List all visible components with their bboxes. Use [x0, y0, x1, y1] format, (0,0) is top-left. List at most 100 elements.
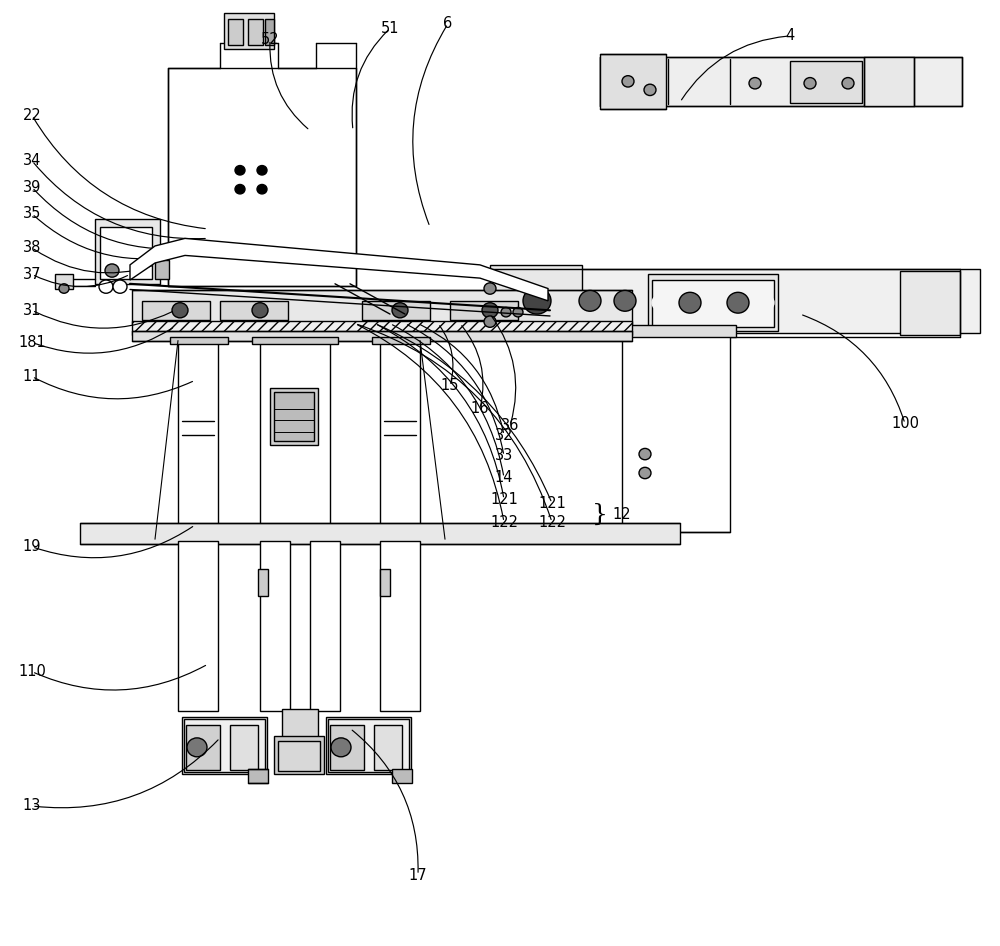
- Circle shape: [331, 738, 351, 757]
- Circle shape: [749, 78, 761, 89]
- Circle shape: [257, 184, 267, 194]
- Bar: [142, 301, 210, 320]
- Text: 100: 100: [891, 416, 919, 431]
- Circle shape: [679, 292, 701, 313]
- Text: 15: 15: [441, 378, 459, 394]
- Text: 34: 34: [23, 153, 41, 168]
- Text: 122: 122: [538, 515, 566, 530]
- Text: 6: 6: [443, 16, 453, 31]
- Bar: [374, 725, 402, 770]
- Bar: [372, 337, 430, 344]
- Bar: [186, 725, 220, 770]
- Text: 19: 19: [23, 539, 41, 554]
- Bar: [310, 541, 340, 711]
- Text: 122: 122: [490, 515, 518, 530]
- Text: 51: 51: [381, 21, 399, 36]
- Bar: [380, 541, 420, 711]
- Bar: [864, 57, 914, 106]
- Circle shape: [639, 448, 651, 460]
- Text: 35: 35: [23, 206, 41, 221]
- Circle shape: [614, 290, 636, 311]
- Text: 38: 38: [23, 240, 41, 255]
- Bar: [258, 569, 268, 596]
- Bar: [260, 541, 290, 711]
- Bar: [380, 341, 420, 530]
- Bar: [790, 61, 862, 103]
- Bar: [260, 341, 330, 530]
- Text: 4: 4: [785, 28, 795, 44]
- Bar: [490, 269, 980, 333]
- Bar: [95, 219, 160, 284]
- Circle shape: [113, 280, 127, 293]
- Circle shape: [59, 284, 69, 293]
- Text: 121: 121: [490, 492, 518, 507]
- Text: 36: 36: [501, 418, 519, 433]
- Bar: [228, 19, 243, 45]
- Text: 11: 11: [23, 369, 41, 384]
- Circle shape: [257, 166, 267, 175]
- Bar: [182, 717, 267, 774]
- Text: 13: 13: [23, 798, 41, 814]
- Circle shape: [392, 303, 408, 318]
- Circle shape: [804, 78, 816, 89]
- Circle shape: [758, 295, 774, 310]
- Bar: [220, 301, 288, 320]
- Bar: [178, 541, 218, 711]
- Bar: [330, 725, 364, 770]
- Bar: [170, 337, 228, 344]
- Circle shape: [484, 316, 496, 327]
- Circle shape: [235, 184, 245, 194]
- Bar: [652, 280, 774, 327]
- Bar: [248, 19, 263, 45]
- Circle shape: [187, 738, 207, 757]
- Bar: [278, 741, 320, 771]
- Text: 181: 181: [18, 335, 46, 350]
- Bar: [265, 19, 274, 45]
- Bar: [184, 719, 265, 772]
- Text: 33: 33: [495, 448, 513, 464]
- Bar: [80, 523, 680, 544]
- Bar: [270, 388, 318, 445]
- Bar: [450, 301, 518, 320]
- Bar: [900, 271, 960, 335]
- Circle shape: [252, 303, 268, 318]
- Circle shape: [652, 295, 668, 310]
- Bar: [380, 569, 390, 596]
- Bar: [362, 301, 430, 320]
- Bar: [622, 333, 730, 532]
- Bar: [252, 337, 338, 344]
- Text: 22: 22: [23, 108, 41, 123]
- Circle shape: [622, 76, 634, 87]
- Bar: [230, 725, 258, 770]
- Circle shape: [727, 292, 749, 313]
- Circle shape: [644, 84, 656, 96]
- Bar: [132, 321, 632, 335]
- Bar: [178, 341, 218, 530]
- Bar: [274, 392, 314, 441]
- Text: 31: 31: [23, 303, 41, 318]
- Text: 12: 12: [613, 507, 631, 522]
- Text: 110: 110: [18, 664, 46, 679]
- Circle shape: [484, 283, 496, 294]
- Text: 37: 37: [23, 267, 41, 282]
- Text: 39: 39: [23, 180, 41, 195]
- Bar: [490, 265, 582, 337]
- Bar: [648, 274, 778, 331]
- Bar: [132, 290, 632, 324]
- Circle shape: [639, 467, 651, 479]
- Bar: [155, 260, 169, 279]
- Circle shape: [523, 288, 551, 314]
- Text: 52: 52: [261, 32, 279, 47]
- Circle shape: [842, 78, 854, 89]
- Text: 14: 14: [495, 470, 513, 485]
- Text: 17: 17: [409, 867, 427, 883]
- Bar: [248, 769, 268, 783]
- Bar: [100, 227, 152, 279]
- Bar: [600, 57, 962, 106]
- Circle shape: [513, 307, 523, 317]
- Bar: [148, 524, 640, 539]
- Bar: [274, 736, 324, 774]
- Circle shape: [235, 166, 245, 175]
- Circle shape: [579, 290, 601, 311]
- Bar: [328, 719, 409, 772]
